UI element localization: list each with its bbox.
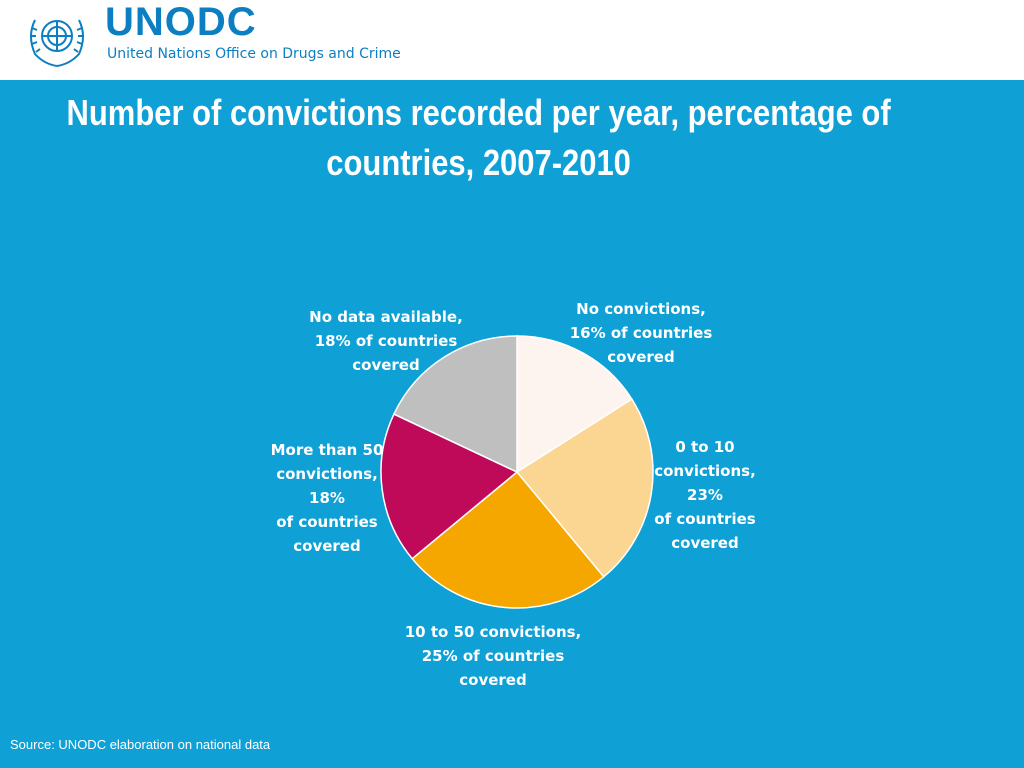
header-bar: UNODC United Nations Office on Drugs and…: [0, 0, 1024, 80]
pie-slice-10-to-50-convictions: [411, 470, 605, 609]
un-emblem-icon: [30, 19, 84, 67]
org-acronym: UNODC: [105, 0, 257, 44]
source-note: Source: UNODC elaboration on national da…: [10, 737, 271, 752]
slice-label-no-data: No data available, 18% of countries cove…: [309, 308, 463, 374]
pie-slice-no-convictions: [516, 335, 633, 474]
slice-label-0-to-10: 0 to 10 convictions, 23% of countries co…: [654, 438, 756, 552]
slice-label-10-to-50: 10 to 50 convictions, 25% of countries c…: [404, 623, 582, 689]
slice-label-no-convictions: No convictions, 16% of countries covered: [569, 300, 713, 366]
pie-slice-0-to-10-convictions: [515, 398, 654, 578]
pie-slice-no-data-available: [392, 335, 518, 474]
slice-label-more-than-50: More than 50 convictions, 18% of countri…: [270, 441, 384, 555]
pie-slice-more-than-50-convictions: [380, 413, 519, 560]
org-name: United Nations Office on Drugs and Crime: [107, 46, 401, 62]
chart-title: Number of convictions recorded per year,…: [66, 92, 891, 183]
